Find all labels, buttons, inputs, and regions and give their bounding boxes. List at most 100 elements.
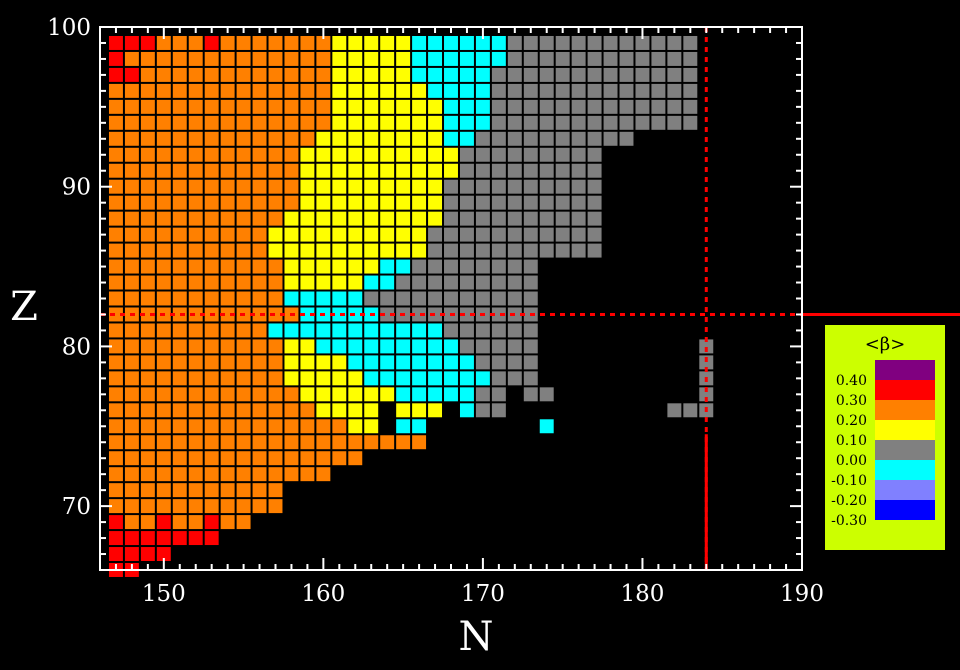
nucleus-cell bbox=[380, 211, 395, 226]
nucleus-cell bbox=[380, 35, 395, 50]
nucleus-cell bbox=[124, 211, 139, 226]
nucleus-cell bbox=[284, 67, 299, 82]
nucleus-cell bbox=[108, 179, 123, 194]
nucleus-cell bbox=[220, 499, 235, 514]
x-tick-label: 160 bbox=[301, 581, 345, 607]
nucleus-cell bbox=[332, 339, 347, 354]
nucleus-cell bbox=[316, 291, 331, 306]
nucleus-cell bbox=[491, 99, 506, 114]
nucleus-cell bbox=[396, 419, 411, 434]
nucleus-cell bbox=[108, 211, 123, 226]
nucleus-cell bbox=[268, 387, 283, 402]
nucleus-cell bbox=[204, 211, 219, 226]
nucleus-cell bbox=[380, 115, 395, 130]
nucleus-cell bbox=[332, 323, 347, 338]
nucleus-cell bbox=[491, 35, 506, 50]
nucleus-cell bbox=[555, 163, 570, 178]
nucleus-cell bbox=[475, 99, 490, 114]
nucleus-cell bbox=[188, 147, 203, 162]
nucleus-cell bbox=[459, 227, 474, 242]
nucleus-cell bbox=[587, 163, 602, 178]
nucleus-cell bbox=[555, 35, 570, 50]
nucleus-cell bbox=[300, 147, 315, 162]
nucleus-cell bbox=[220, 179, 235, 194]
nucleus-cell bbox=[108, 163, 123, 178]
nucleus-cell bbox=[188, 435, 203, 450]
nucleus-cell bbox=[571, 67, 586, 82]
nucleus-cell bbox=[491, 243, 506, 258]
nucleus-cell bbox=[428, 163, 443, 178]
nucleus-cell bbox=[459, 51, 474, 66]
nucleus-cell bbox=[364, 291, 379, 306]
nucleus-cell bbox=[444, 131, 458, 146]
nucleus-cell bbox=[220, 211, 235, 226]
nucleus-cell bbox=[332, 67, 347, 82]
nucleus-cell bbox=[699, 387, 714, 402]
nucleus-cell bbox=[316, 179, 331, 194]
nucleus-cell bbox=[619, 83, 634, 98]
nucleus-cell bbox=[188, 211, 203, 226]
nucleus-cell bbox=[236, 99, 251, 114]
nucleus-cell bbox=[667, 115, 682, 130]
heatmap-cells bbox=[108, 35, 714, 577]
x-tick-label: 150 bbox=[142, 581, 186, 607]
nucleus-cell bbox=[156, 195, 171, 210]
nucleus-cell bbox=[348, 403, 363, 418]
nucleus-cell bbox=[523, 67, 538, 82]
nucleus-cell bbox=[571, 163, 586, 178]
nucleus-cell bbox=[172, 467, 187, 482]
nucleus-cell bbox=[220, 259, 235, 274]
nucleus-cell bbox=[587, 243, 602, 258]
nucleus-cell bbox=[667, 99, 682, 114]
nucleus-cell bbox=[444, 35, 458, 50]
nucleus-cell bbox=[380, 291, 395, 306]
nucleus-cell bbox=[475, 227, 490, 242]
nucleus-cell bbox=[236, 323, 251, 338]
nucleus-cell bbox=[412, 131, 427, 146]
nucleus-cell bbox=[459, 179, 474, 194]
nucleus-cell bbox=[252, 35, 267, 50]
nucleus-cell bbox=[412, 355, 427, 370]
nucleus-cell bbox=[491, 403, 506, 418]
nucleus-cell bbox=[428, 323, 443, 338]
nucleus-cell bbox=[316, 419, 331, 434]
nucleus-cell bbox=[268, 275, 283, 290]
nucleus-cell bbox=[459, 131, 474, 146]
nucleus-cell bbox=[316, 371, 331, 386]
nucleus-cell bbox=[332, 83, 347, 98]
nucleus-cell bbox=[140, 403, 155, 418]
nucleus-cell bbox=[188, 35, 203, 50]
nucleus-cell bbox=[188, 515, 203, 530]
nucleus-cell bbox=[284, 131, 299, 146]
nucleus-cell bbox=[507, 195, 522, 210]
nucleus-cell bbox=[396, 291, 411, 306]
nucleus-cell bbox=[284, 99, 299, 114]
nucleus-cell bbox=[204, 371, 219, 386]
nucleus-cell bbox=[140, 179, 155, 194]
nucleus-cell bbox=[571, 83, 586, 98]
nucleus-cell bbox=[172, 323, 187, 338]
nucleus-cell bbox=[124, 323, 139, 338]
nucleus-cell bbox=[364, 35, 379, 50]
nucleus-cell bbox=[667, 67, 682, 82]
nucleus-cell bbox=[507, 83, 522, 98]
nucleus-cell bbox=[300, 131, 315, 146]
nucleus-cell bbox=[491, 51, 506, 66]
nucleus-cell bbox=[555, 211, 570, 226]
nucleus-cell bbox=[252, 467, 267, 482]
nucleus-cell bbox=[124, 515, 139, 530]
nucleus-cell bbox=[348, 227, 363, 242]
nucleus-cell bbox=[428, 291, 443, 306]
nucleus-cell bbox=[412, 259, 427, 274]
nucleus-cell bbox=[444, 83, 458, 98]
nucleus-cell bbox=[268, 195, 283, 210]
nucleus-cell bbox=[587, 227, 602, 242]
nucleus-cell bbox=[491, 67, 506, 82]
nucleus-cell bbox=[140, 483, 155, 498]
nucleus-cell bbox=[523, 211, 538, 226]
nucleus-cell bbox=[555, 179, 570, 194]
nucleus-cell bbox=[300, 387, 315, 402]
nucleus-cell bbox=[236, 467, 251, 482]
nucleus-cell bbox=[156, 355, 171, 370]
nucleus-cell bbox=[108, 307, 123, 322]
